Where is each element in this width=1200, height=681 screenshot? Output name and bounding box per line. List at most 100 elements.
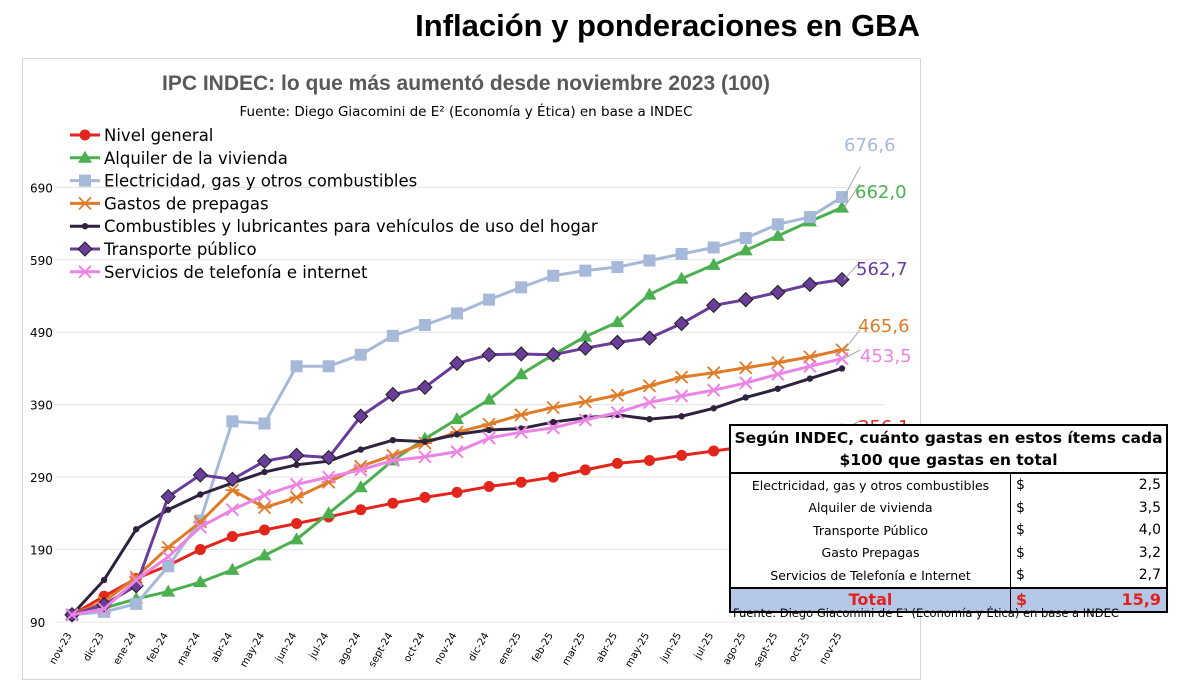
table-row-currency: $ bbox=[1010, 564, 1036, 588]
data-point bbox=[386, 329, 399, 342]
data-point bbox=[578, 329, 593, 342]
data-point bbox=[449, 355, 465, 372]
data-point bbox=[642, 379, 657, 393]
data-point bbox=[771, 218, 784, 231]
data-point bbox=[259, 524, 270, 536]
data-point bbox=[355, 504, 367, 516]
data-point bbox=[257, 488, 272, 502]
page-title: Inflación y ponderaciones en GBA bbox=[415, 8, 920, 43]
data-point bbox=[546, 421, 560, 435]
table-row: Servicios de Telefonía e Internet $2,7 bbox=[729, 564, 1168, 588]
data-point bbox=[546, 400, 561, 415]
data-point bbox=[673, 315, 690, 332]
x-tick-label: abr-25 bbox=[594, 631, 620, 664]
end-label: 562,7 bbox=[856, 259, 908, 280]
data-point bbox=[130, 597, 143, 610]
data-point bbox=[642, 287, 657, 300]
data-point bbox=[771, 367, 785, 381]
legend-item: Transporte público bbox=[70, 240, 257, 259]
data-point bbox=[421, 438, 429, 445]
data-point bbox=[676, 449, 688, 461]
end-label: 453,5 bbox=[860, 346, 912, 367]
data-point bbox=[678, 413, 685, 420]
x-tick-label: may-25 bbox=[624, 631, 653, 669]
legend-item: Alquiler de la vivienda bbox=[70, 149, 288, 168]
end-label-leader bbox=[843, 183, 861, 208]
data-point bbox=[289, 490, 304, 505]
data-point bbox=[79, 129, 91, 141]
end-label: 662,0 bbox=[855, 182, 907, 203]
data-point bbox=[482, 392, 497, 405]
data-point bbox=[192, 467, 209, 483]
data-point bbox=[193, 520, 208, 534]
x-tick-label: ene-25 bbox=[497, 631, 524, 667]
data-point bbox=[515, 281, 528, 294]
legend-item: Servicios de telefonía e internet bbox=[70, 263, 368, 282]
series-4 bbox=[68, 365, 846, 618]
data-point bbox=[706, 366, 721, 380]
table-row-value: 3,2 bbox=[1036, 541, 1168, 564]
data-point bbox=[836, 191, 848, 204]
data-point bbox=[97, 602, 111, 616]
x-tick-label: ago-25 bbox=[721, 631, 748, 667]
data-point bbox=[742, 394, 749, 401]
data-point bbox=[419, 491, 431, 503]
x-tick-label: oct-24 bbox=[402, 631, 427, 664]
table-row-value: 2,7 bbox=[1036, 564, 1168, 588]
data-point bbox=[611, 457, 623, 469]
y-tick-label: 590 bbox=[30, 254, 53, 268]
data-point bbox=[225, 503, 240, 517]
table-source: Fuente: Diego Giacomini de E² (Economía … bbox=[733, 606, 1119, 620]
data-point bbox=[225, 483, 240, 497]
data-point bbox=[81, 223, 89, 230]
data-point bbox=[418, 318, 431, 331]
table-row-value: 2,5 bbox=[1036, 473, 1168, 497]
data-point bbox=[224, 471, 241, 487]
table-row-currency: $ bbox=[1010, 519, 1036, 542]
data-point bbox=[513, 346, 529, 362]
data-point bbox=[610, 405, 625, 420]
table-row-item: Gasto Prepagas bbox=[729, 541, 1011, 564]
data-point bbox=[293, 461, 300, 469]
chart-subtitle: Fuente: Diego Giacomini de E² (Economía … bbox=[239, 103, 692, 120]
table-row: Gasto Prepagas $3,2 bbox=[729, 541, 1168, 564]
data-point bbox=[256, 453, 273, 469]
data-point bbox=[708, 445, 720, 457]
data-point bbox=[78, 265, 92, 279]
series-group bbox=[64, 191, 850, 623]
end-label-leader bbox=[843, 261, 861, 280]
data-point bbox=[550, 418, 557, 426]
data-point bbox=[545, 346, 561, 363]
table-row-value: 3,5 bbox=[1036, 496, 1168, 519]
data-point bbox=[288, 447, 305, 464]
data-point bbox=[514, 408, 529, 422]
data-point bbox=[289, 532, 304, 545]
data-point bbox=[78, 150, 92, 163]
data-point bbox=[197, 491, 204, 498]
data-point bbox=[353, 480, 368, 493]
data-point bbox=[100, 576, 108, 584]
data-point bbox=[644, 454, 655, 466]
series-line bbox=[71, 278, 843, 617]
legend-label: Gastos de prepagas bbox=[104, 194, 269, 213]
x-tick-label: jul-24 bbox=[307, 631, 331, 662]
table-total-row: Total $15,9 bbox=[729, 586, 1168, 613]
data-point bbox=[257, 500, 272, 515]
end-label-leader bbox=[843, 349, 861, 360]
data-point bbox=[451, 307, 463, 320]
table-row-item: Alquiler de vivienda bbox=[729, 496, 1011, 519]
table-row-currency: $ bbox=[1010, 541, 1036, 564]
data-point bbox=[450, 445, 464, 459]
x-tick-label: jul-25 bbox=[692, 631, 716, 662]
data-point bbox=[161, 550, 175, 564]
x-tick-label: feb-24 bbox=[145, 631, 171, 665]
legend-label: Transporte público bbox=[103, 240, 257, 259]
data-point bbox=[835, 351, 849, 366]
data-point bbox=[291, 517, 303, 529]
x-tick-label: jun-24 bbox=[273, 631, 299, 665]
legend-item: Nivel general bbox=[70, 126, 213, 145]
data-point bbox=[675, 248, 688, 260]
data-point bbox=[610, 315, 625, 328]
table-row-currency: $ bbox=[1010, 473, 1036, 497]
